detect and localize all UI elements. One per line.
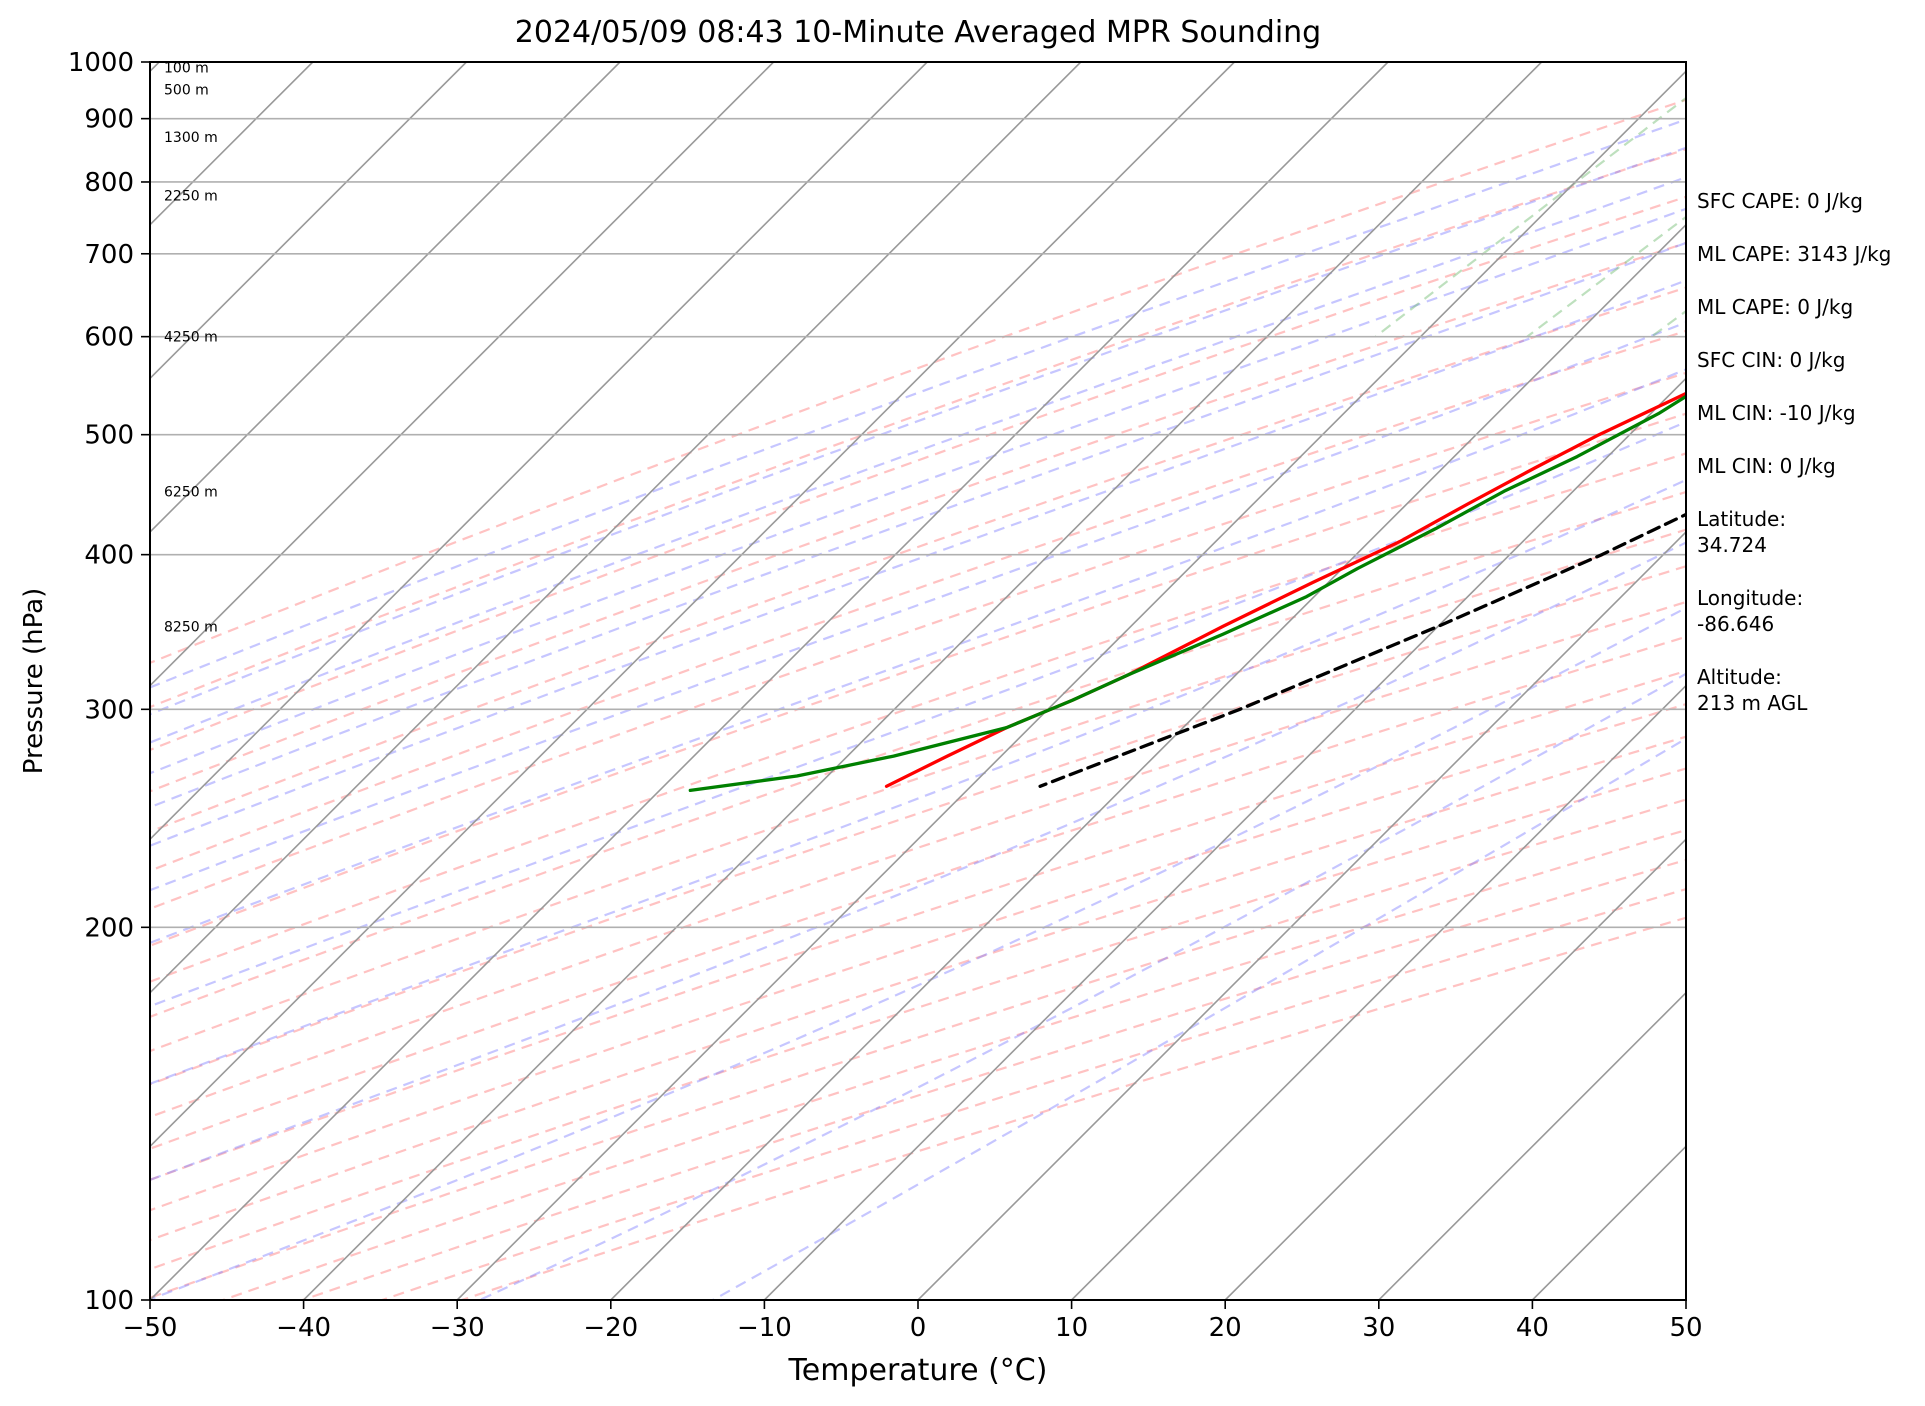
isotherm xyxy=(150,62,1389,1300)
isotherm xyxy=(456,70,1686,1300)
isotherm xyxy=(150,62,775,687)
moist-adiabat xyxy=(150,176,1686,744)
y-tick-label: 700 xyxy=(84,240,134,270)
x-tick-label: −50 xyxy=(123,1313,178,1343)
dry-adiabat xyxy=(150,195,1686,752)
dry-adiabat xyxy=(150,798,1686,1299)
stat-altitude: Altitude: 213 m AGL xyxy=(1697,665,1808,715)
dry-adiabat xyxy=(302,858,1686,1300)
stat-ml-cin: ML CIN: -10 J/kg xyxy=(1697,401,1856,425)
stat-latitude: Latitude: 34.724 xyxy=(1697,507,1787,557)
dry-adiabat xyxy=(150,371,1686,910)
moist-adiabat xyxy=(150,420,1686,1008)
isotherm xyxy=(1071,684,1686,1300)
isotherm xyxy=(1378,991,1686,1300)
mixing-ratio-line xyxy=(1526,215,1686,338)
x-tick-label: −20 xyxy=(583,1313,638,1343)
moist-adiabat xyxy=(150,279,1686,847)
dry-adiabat xyxy=(150,241,1686,793)
x-tick-label: −30 xyxy=(430,1313,485,1343)
dry-adiabat xyxy=(150,528,1686,1053)
y-tick-label: 600 xyxy=(84,323,134,353)
isotherm xyxy=(150,62,928,841)
plot-area: 8250 m 6250 m 4250 m 2250 m 1300 m 500 m 100 m xyxy=(0,60,1686,1300)
height-label: 100 m xyxy=(164,60,209,76)
parcel-profile xyxy=(1038,512,1686,788)
x-tick-label: 30 xyxy=(1362,1313,1395,1343)
y-tick-label: 1000 xyxy=(68,48,134,78)
isotherm xyxy=(150,62,1082,994)
dry-adiabat xyxy=(150,286,1686,833)
moist-adiabat xyxy=(150,606,1686,1300)
isotherm xyxy=(917,530,1686,1300)
dry-adiabat xyxy=(150,767,1686,1271)
stat-sfc-cin: SFC CIN: 0 J/kg xyxy=(1697,348,1846,372)
sounding-stats-panel: SFC CAPE: 0 J/kg ML CAPE: 3143 J/kg ML C… xyxy=(1697,188,1922,743)
height-label: 2250 m xyxy=(164,189,218,205)
x-tick-label: −40 xyxy=(276,1313,331,1343)
height-label: 4250 m xyxy=(164,330,218,346)
y-tick-label: 800 xyxy=(84,168,134,198)
dry-adiabat xyxy=(150,412,1686,947)
x-tick-label: 10 xyxy=(1055,1313,1088,1343)
height-label: 6250 m xyxy=(164,484,218,500)
height-label: 8250 m xyxy=(164,619,218,635)
plot-frame xyxy=(149,61,1687,1301)
moist-adiabat xyxy=(150,241,1686,809)
dry-adiabat xyxy=(150,148,1686,709)
moist-adiabat xyxy=(479,672,1686,1300)
x-tick-label: 20 xyxy=(1209,1313,1242,1343)
isotherm xyxy=(150,62,1235,1148)
moist-adiabat xyxy=(150,321,1686,892)
stat-longitude: Longitude: -86.646 xyxy=(1697,586,1804,636)
dewpoint-profile xyxy=(688,394,1686,793)
dry-adiabat xyxy=(381,888,1686,1300)
y-tick-label: 300 xyxy=(84,695,134,725)
isotherm xyxy=(1224,838,1686,1300)
y-tick-label: 500 xyxy=(84,421,134,451)
y-tick-label: 900 xyxy=(84,105,134,135)
isotherm xyxy=(150,62,621,534)
isotherm xyxy=(303,62,1543,1300)
y-axis: 100 200 300 400 500 600 700 800 900 1000 xyxy=(68,48,150,1316)
dry-adiabat xyxy=(150,98,1686,665)
y-axis-label: Pressure (hPa) xyxy=(19,588,49,775)
x-tick-label: 50 xyxy=(1669,1313,1702,1343)
stat-ml-cape-2: ML CAPE: 0 J/kg xyxy=(1697,295,1854,319)
dry-adiabat xyxy=(150,669,1686,1182)
moist-adiabat xyxy=(150,146,1686,716)
y-tick-label: 200 xyxy=(84,913,134,943)
x-tick-label: 0 xyxy=(910,1313,927,1343)
isotherm xyxy=(0,62,6,1300)
stat-ml-cape: ML CAPE: 3143 J/kg xyxy=(1697,242,1892,266)
isotherm xyxy=(610,223,1686,1300)
x-axis-label: Temperature (°C) xyxy=(788,1353,1048,1388)
stat-ml-cin-2: ML CIN: 0 J/kg xyxy=(1697,454,1836,478)
x-tick-label: 40 xyxy=(1516,1313,1549,1343)
moist-adiabat xyxy=(150,118,1686,689)
height-label: 500 m xyxy=(164,83,209,99)
chart-title: 2024/05/09 08:43 10-Minute Averaged MPR … xyxy=(515,15,1321,50)
moist-adiabat xyxy=(712,737,1686,1300)
temperature-profile xyxy=(884,391,1686,788)
dry-adiabat xyxy=(461,916,1686,1300)
x-tick-label: −10 xyxy=(737,1313,792,1343)
stat-sfc-cape: SFC CAPE: 0 J/kg xyxy=(1697,189,1863,213)
moist-adiabat xyxy=(150,478,1686,1085)
x-axis: −50 −40 −30 −20 −10 0 10 20 30 40 50 xyxy=(123,1300,1703,1343)
height-label: 1300 m xyxy=(164,130,218,146)
dry-adiabat xyxy=(222,828,1686,1300)
y-tick-label: 100 xyxy=(84,1286,134,1316)
y-tick-label: 400 xyxy=(84,541,134,571)
mixing-ratio-line xyxy=(1374,96,1686,338)
moist-adiabat xyxy=(150,207,1686,775)
isotherm xyxy=(763,377,1686,1300)
moist-adiabat xyxy=(150,541,1686,1182)
dry-adiabat xyxy=(150,600,1686,1119)
isotherm xyxy=(150,62,467,380)
moist-adiabat xyxy=(150,368,1686,945)
dry-adiabat xyxy=(150,703,1686,1212)
